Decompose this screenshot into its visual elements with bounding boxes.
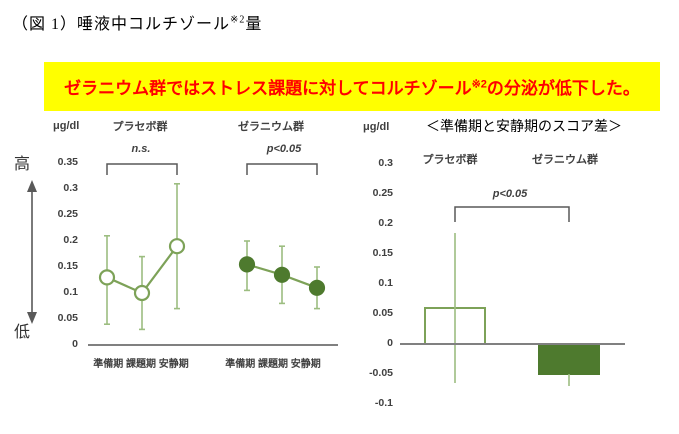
figure-title-text: （図 1）唾液中コルチゾール — [12, 16, 231, 33]
right-y-tick-label: 0.25 — [372, 187, 393, 199]
left-chart-unit-label: μg/dl — [53, 120, 80, 132]
left-y-tick-label: 0.05 — [57, 312, 78, 324]
data-point — [273, 266, 291, 283]
data-point — [238, 256, 256, 273]
geranium-significance-label: p<0.05 — [266, 143, 302, 155]
right-chart-unit-label: μg/dl — [363, 121, 390, 133]
bar-significance-label: p<0.05 — [492, 188, 528, 200]
right-y-tick-label: 0.3 — [378, 157, 393, 169]
figure-title-suffix: 量 — [245, 16, 263, 33]
highlight-banner: ゼラニウム群ではストレス課題に対してコルチゾール※2の分泌が低下した。 — [44, 62, 660, 111]
right-y-tick-label: 0.05 — [372, 307, 393, 319]
figure-title-footnote-mark: ※2 — [230, 14, 246, 26]
right-y-tick-label: -0.05 — [369, 367, 393, 379]
left-y-tick-label: 0.2 — [63, 234, 78, 246]
low-label: 低 — [14, 324, 31, 341]
bar-significance-bracket — [454, 206, 570, 222]
right-y-tick-label: -0.1 — [374, 397, 393, 409]
arrow-head-down — [27, 312, 37, 324]
placebo-x-axis-labels: 準備期 課題期 安静期 — [93, 359, 189, 370]
banner-footnote-mark: ※2 — [471, 78, 487, 91]
figure-title: （図 1）唾液中コルチゾール※2量 — [12, 10, 262, 34]
left-y-tick-label: 0.25 — [57, 208, 78, 220]
placebo-group-title: プラセボ群 — [112, 121, 168, 133]
right-y-tick-label: 0 — [387, 337, 393, 349]
placebo-significance-label: n.s. — [131, 143, 151, 155]
left-y-tick-label: 0.35 — [57, 156, 78, 168]
high-label: 高 — [14, 156, 31, 173]
significance-bracket — [106, 163, 178, 175]
right-y-tick-label: 0.15 — [372, 247, 393, 259]
left-y-tick-label: 0.3 — [63, 182, 78, 194]
left-y-tick-label: 0 — [72, 338, 78, 350]
banner-text-main: ゼラニウム群ではストレス課題に対してコルチゾール — [64, 79, 472, 98]
left-y-tick-label: 0.15 — [57, 260, 78, 272]
data-point — [168, 238, 186, 255]
bar-placebo-label: プラセボ群 — [422, 154, 478, 166]
arrow-head-up — [27, 180, 37, 192]
bar-geranium-label: ゼラニウム群 — [532, 154, 598, 166]
data-point — [308, 279, 326, 296]
right-chart-title: ＜準備期と安静期のスコア差＞ — [426, 118, 622, 134]
data-point — [98, 269, 116, 286]
right-y-tick-label: 0.1 — [378, 277, 393, 289]
geranium-x-axis-labels: 準備期 課題期 安静期 — [225, 359, 321, 370]
bar — [538, 343, 600, 375]
significance-bracket — [246, 163, 318, 175]
geranium-group-title: ゼラニウム群 — [238, 121, 304, 133]
highlight-banner-text: ゼラニウム群ではストレス課題に対してコルチゾール※2の分泌が低下した。 — [64, 74, 640, 99]
left-line-chart — [88, 163, 338, 346]
banner-text-tail: の分泌が低下した。 — [486, 79, 640, 98]
right-bar-chart — [400, 206, 625, 386]
up-down-arrow-icon — [27, 180, 37, 324]
left-y-tick-label: 0.1 — [63, 286, 78, 298]
data-point — [133, 284, 151, 302]
right-y-tick-label: 0.2 — [378, 217, 393, 229]
